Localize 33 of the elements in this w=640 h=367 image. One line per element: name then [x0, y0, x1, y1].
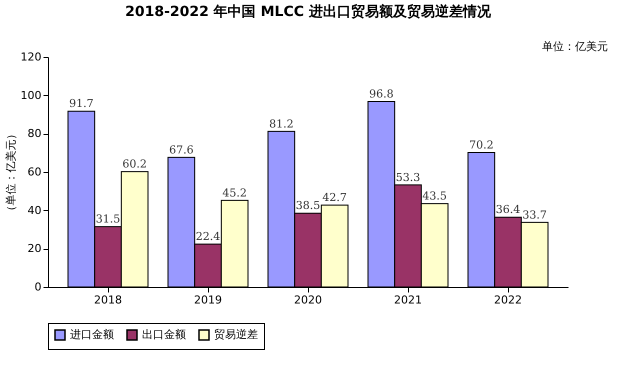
data-label: 70.2 — [469, 138, 494, 152]
y-axis-title: （单位：亿美元） — [4, 128, 18, 216]
data-label: 45.2 — [222, 186, 247, 200]
data-label: 96.8 — [369, 87, 394, 100]
x-tick-label: 2019 — [194, 294, 222, 306]
data-label: 22.4 — [196, 230, 220, 244]
x-tick-label: 2020 — [294, 294, 322, 306]
data-label: 53.3 — [396, 170, 420, 184]
y-tick-label: 100 — [20, 88, 42, 102]
y-tick-label: 40 — [28, 204, 42, 217]
legend-label: 进口金额 — [70, 328, 114, 341]
text: 单位：亿美元 — [542, 40, 608, 53]
data-label: 67.6 — [169, 143, 194, 156]
data-label: 38.5 — [296, 199, 320, 212]
x-tick-label: 2021 — [394, 294, 422, 306]
x-tick-label: 2022 — [494, 294, 522, 306]
data-label: 81.2 — [269, 117, 294, 130]
x-tick-label: 2018 — [94, 294, 122, 306]
data-label: 31.5 — [96, 212, 120, 226]
data-label: 91.7 — [69, 97, 94, 110]
legend-label: 出口金额 — [142, 328, 186, 341]
y-tick-label: 0 — [34, 280, 42, 294]
y-tick-label: 20 — [28, 242, 42, 256]
data-label: 42.7 — [322, 191, 347, 204]
data-label: 60.2 — [122, 158, 147, 171]
data-label: 36.4 — [496, 203, 520, 216]
y-tick-label: 80 — [28, 127, 42, 140]
y-tick-label: 60 — [28, 166, 42, 178]
legend-label: 贸易逆差 — [214, 328, 258, 341]
y-tick-label: 120 — [20, 50, 42, 64]
data-label: 33.7 — [522, 208, 547, 222]
data-label: 43.5 — [422, 190, 447, 203]
chart-title: 2018-2022 年中国 MLCC 进出口贸易额及贸易逆差情况 — [125, 3, 492, 20]
